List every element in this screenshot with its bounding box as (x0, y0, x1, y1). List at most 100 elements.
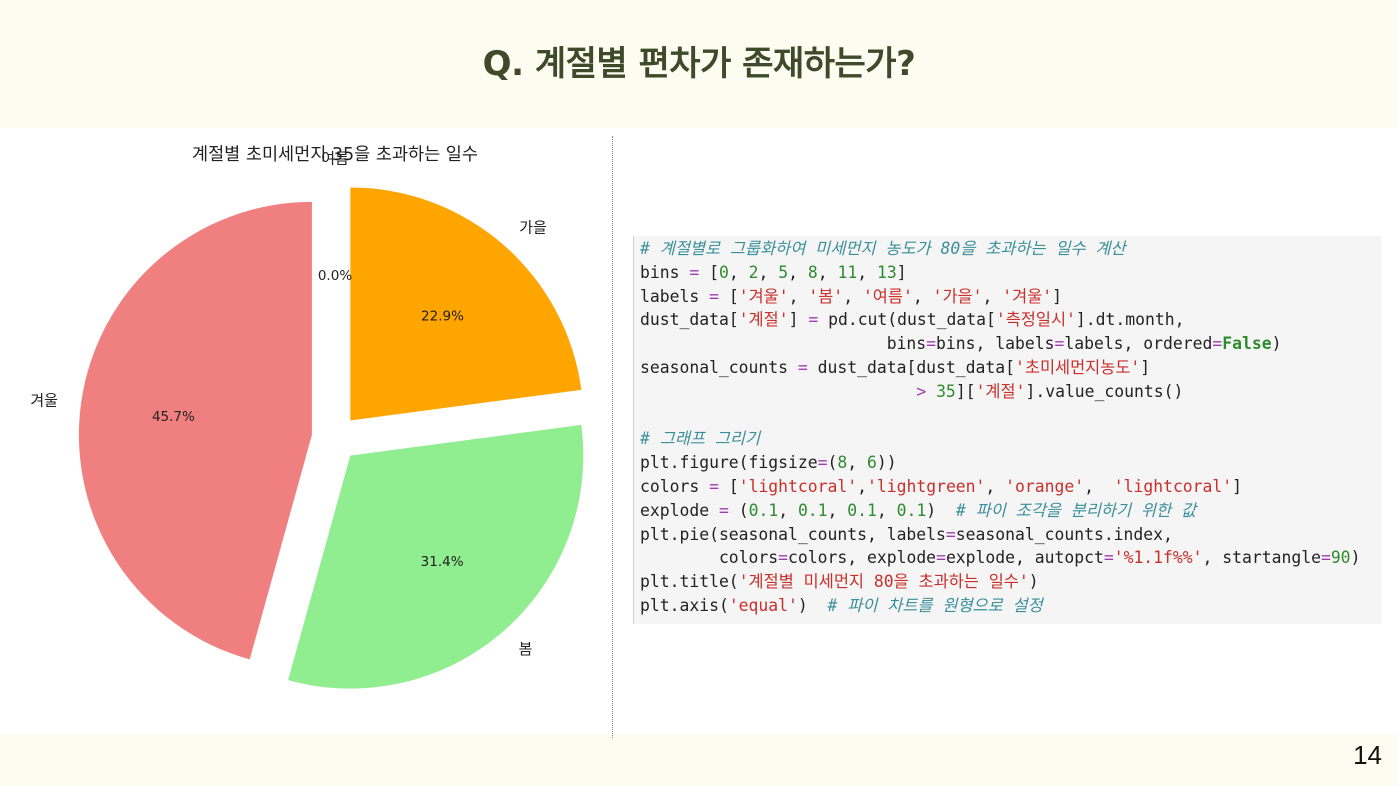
code-token: , (778, 500, 798, 520)
code-line: bins=bins, labels=labels, ordered=False) (640, 332, 1381, 356)
code-token: , (788, 286, 809, 306)
code-token: 'equal' (728, 595, 798, 615)
code-token: = (1103, 548, 1114, 568)
code-token: = (1054, 334, 1065, 354)
code-token: '%1.1f%%' (1113, 548, 1203, 568)
code-token: bins (640, 334, 927, 354)
code-token: , (827, 500, 848, 520)
code-token: 2 (748, 262, 759, 282)
code-token: '계절' (738, 310, 789, 330)
code-token: # 그래프 그리기 (640, 429, 761, 449)
code-token: ] (1052, 286, 1063, 306)
code-token: dust_data[ (640, 310, 739, 330)
code-token: '계절별 미세먼지 80을 초과하는 일수' (738, 572, 1029, 592)
code-token: = (709, 476, 719, 496)
code-line: colors = ['lightcoral','lightgreen', 'or… (640, 475, 1381, 499)
code-token: 0 (718, 262, 729, 282)
code-line: bins = [0, 2, 5, 8, 11, 13] (640, 261, 1381, 285)
code-token: , (857, 476, 867, 496)
code-token: > (916, 381, 927, 401)
code-token: 0.1 (797, 500, 828, 520)
code-token: , (847, 453, 867, 473)
code-token: ) (1271, 334, 1282, 354)
code-token: ] (1232, 476, 1243, 496)
code-token: 5 (778, 262, 789, 282)
code-token: 0.1 (748, 500, 779, 520)
code-line: # 그래프 그리기 (640, 427, 1381, 451)
code-token: # 파이 조각을 분리하기 위한 값 (955, 500, 1197, 520)
code-token: '가을' (932, 286, 983, 306)
chart-title: 계절별 초미세먼지 35을 초과하는 일수 (192, 145, 478, 165)
code-token: = (689, 262, 700, 282)
code-token: '여름' (862, 286, 913, 306)
code-line: plt.figure(figsize=(8, 6)) (640, 451, 1381, 475)
code-token: = (945, 524, 956, 544)
code-line (640, 404, 1381, 428)
code-token: ) (797, 595, 828, 615)
code-line: seasonal_counts = dust_data[dust_data['초… (640, 356, 1381, 380)
code-line: dust_data['계절'] = pd.cut(dust_data['측정일시… (640, 308, 1381, 332)
pie-slice-0 (78, 201, 312, 660)
code-line: colors=colors, explode=explode, autopct=… (640, 546, 1381, 570)
slice-percent-label: 45.7% (152, 409, 195, 425)
code-token: labels (640, 286, 710, 306)
code-token: 'lightcoral' (1113, 476, 1233, 496)
code-token: [ (718, 476, 739, 496)
code-line: plt.pie(seasonal_counts, labels=seasonal… (640, 523, 1381, 547)
code-token: = (808, 310, 819, 330)
code-token: 13 (876, 262, 897, 282)
code-token: pd.cut(dust_data[ (818, 310, 996, 330)
code-token: , (857, 262, 877, 282)
code-token: ) (926, 500, 956, 520)
code-token: 'lightgreen' (867, 476, 986, 496)
code-token: plt.figure(figsize (640, 453, 818, 473)
code-token: , startangle (1202, 548, 1321, 568)
code-token: colors (640, 548, 779, 568)
code-token: explode (640, 500, 719, 520)
code-token: '초미세먼지농도' (1015, 357, 1141, 377)
code-token: # 파이 차트를 원형으로 설정 (827, 595, 1043, 615)
code-token: seasonal_counts.index, (955, 524, 1173, 544)
code-token: , (1084, 476, 1114, 496)
code-token: ] (896, 262, 907, 282)
code-token: ].value_counts() (1025, 381, 1184, 401)
code-token: '계절' (975, 381, 1026, 401)
code-line: labels = ['겨울', '봄', '여름', '가을', '겨울'] (640, 285, 1381, 309)
code-line: > 35]['계절'].value_counts() (640, 380, 1381, 404)
code-token: ( (827, 453, 838, 473)
code-token: , (788, 262, 808, 282)
code-token: , (817, 262, 838, 282)
code-token: bins, labels (936, 334, 1055, 354)
code-token: , (912, 286, 933, 306)
code-token (926, 382, 936, 401)
code-token: 6 (867, 453, 877, 473)
code-token: )) (876, 453, 897, 473)
code-token: , (758, 262, 779, 282)
panel-divider (612, 136, 613, 738)
code-token: 0.1 (896, 500, 927, 520)
code-token: colors, explode (788, 548, 937, 568)
code-token: = (778, 548, 789, 568)
code-token: labels, ordered (1064, 334, 1213, 354)
code-token: = (718, 500, 729, 520)
code-token: '겨울' (1002, 286, 1053, 306)
code-line: explode = (0.1, 0.1, 0.1, 0.1) # 파이 조각을 … (640, 499, 1381, 523)
code-token: ][ (955, 381, 976, 401)
code-token: plt.title( (640, 572, 739, 592)
code-token: [ (718, 286, 739, 306)
code-token: = (1320, 548, 1331, 568)
code-token: seasonal_counts (640, 357, 798, 377)
code-token: 8 (807, 262, 818, 282)
pie-slices (78, 187, 584, 689)
slice-percent-label: 0.0% (318, 268, 352, 284)
code-token: = (1212, 334, 1223, 354)
code-token: dust_data[dust_data[ (807, 357, 1015, 377)
code-token: 35 (936, 381, 956, 401)
code-token: ] (788, 310, 809, 330)
code-token: ].dt.month, (1075, 310, 1185, 330)
code-token: , (985, 476, 1006, 496)
code-line: # 계절별로 그룹화하여 미세먼지 농도가 80을 초과하는 일수 계산 (640, 237, 1381, 261)
slice-label: 가을 (519, 219, 547, 237)
code-token: 90 (1330, 548, 1351, 568)
code-token: ) (1028, 572, 1039, 592)
